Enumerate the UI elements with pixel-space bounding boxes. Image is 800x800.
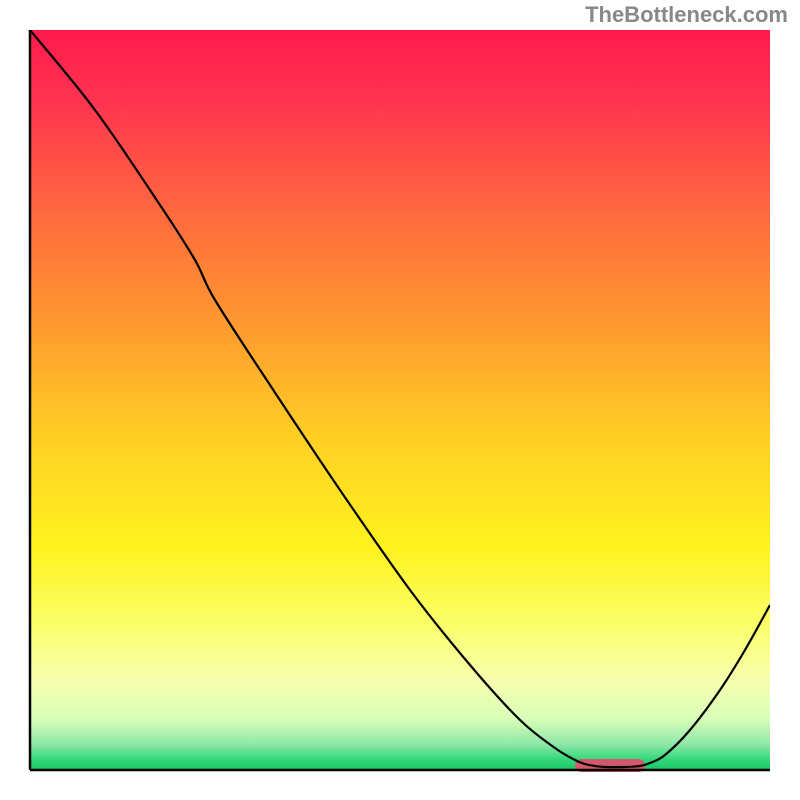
plot-background xyxy=(30,30,770,770)
bottleneck-chart-svg xyxy=(0,0,800,800)
chart-container: TheBottleneck.com xyxy=(0,0,800,800)
watermark-text: TheBottleneck.com xyxy=(585,2,788,28)
